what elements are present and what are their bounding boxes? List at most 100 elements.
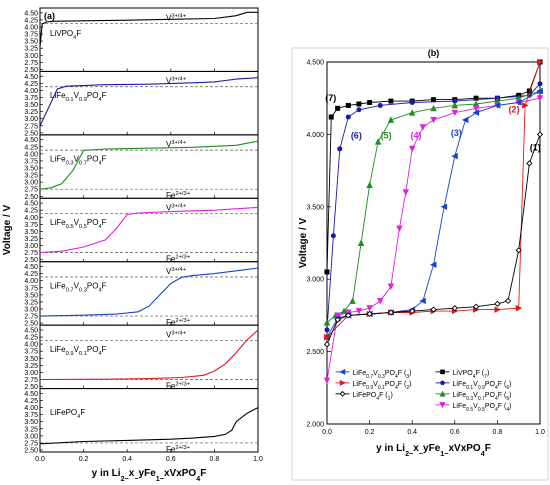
y-tick-label: 2.500	[306, 349, 324, 356]
marker-diamond	[504, 297, 512, 305]
y-tick-label: 3.50	[24, 419, 38, 426]
marker-square	[335, 105, 341, 111]
text-segment: 4	[473, 374, 476, 380]
y-tick-label: 4.25	[24, 208, 38, 215]
reference-label: Fe2+/3+	[166, 255, 191, 264]
text-segment: F	[102, 218, 107, 227]
subplot-3: 2.502.753.003.253.503.754.004.254.50 V3+/…	[24, 134, 259, 201]
y-tick-label: 4.000	[306, 132, 324, 139]
x-tick-label: 1.0	[253, 456, 263, 463]
y-tick-label: 2.75	[24, 250, 38, 257]
y-tick-label: 4.50	[24, 137, 38, 144]
text-segment: yFe	[139, 468, 157, 479]
text-segment: 3+/4+	[171, 267, 186, 273]
text-segment: 4	[395, 374, 398, 380]
reference-label: V3+/4+	[166, 77, 187, 86]
y-tick-label: 3.25	[24, 363, 38, 370]
y-tick-label: 4.25	[24, 17, 38, 24]
legend-label: LiFePO4F (1)	[353, 392, 393, 402]
marker-right-triangle	[522, 102, 529, 109]
text-segment: 4	[495, 385, 498, 391]
text-segment: )	[390, 392, 392, 399]
reference-label: V3+/4+	[166, 13, 187, 22]
reference-label: V3+/4+	[166, 204, 187, 213]
text-segment: 0.7	[366, 374, 373, 380]
text-segment: F (	[498, 381, 507, 388]
text-segment: 0.7	[79, 160, 87, 166]
text-segment: V	[373, 370, 378, 377]
marker-right-triangle	[515, 304, 523, 312]
text-segment: x	[129, 468, 135, 479]
marker-down-triangle	[408, 145, 416, 153]
text-segment: V	[74, 91, 80, 100]
series-label: LiFe0.7V0.3PO4F	[50, 281, 107, 293]
marker-left-triangle	[536, 87, 543, 95]
y-tick-label: 2.75	[24, 377, 38, 384]
legend-label: LiFe0.3V0.7PO4F (5)	[453, 392, 512, 402]
y-tick-label: 3.00	[24, 433, 38, 440]
text-segment: 3+/4+	[171, 330, 186, 336]
y-tick-label: 3.50	[24, 356, 38, 363]
text-segment: 0.1	[378, 385, 385, 391]
text-segment: PO	[385, 381, 396, 388]
y-tick-label: 3.50	[24, 165, 38, 172]
y-tick-label: 2.50	[24, 321, 38, 328]
legend-label: LiFe0.1V0.9PO4F (6)	[453, 381, 512, 391]
text-segment: 0.7	[66, 287, 74, 293]
marker-up-triangle	[349, 297, 356, 304]
y-tick-label: 3.00	[24, 180, 38, 187]
text-segment: LiFe	[353, 381, 367, 388]
y-tick-label: 4.25	[24, 271, 38, 278]
marker-down-triangle	[472, 105, 480, 112]
marker-up-triangle	[387, 116, 395, 123]
y-tick-label: 4.00	[24, 24, 38, 31]
marker-down-triangle	[396, 225, 403, 233]
text-segment: 3+/4+	[171, 13, 186, 19]
text-segment: F	[102, 345, 107, 354]
text-segment: LiFe	[353, 370, 367, 377]
reference-label: Fe2+/3+	[166, 381, 191, 390]
marker-diamond	[323, 341, 331, 348]
marker-down-triangle	[323, 377, 331, 385]
text-segment: −	[419, 449, 423, 458]
text-segment: PO	[485, 403, 496, 410]
marker-diamond	[536, 131, 544, 138]
text-segment: 0.3	[79, 287, 87, 293]
text-segment: LiFePO	[353, 392, 377, 399]
text-segment: 4	[506, 407, 509, 413]
y-tick-label: 4.00	[24, 342, 38, 349]
subplot-1: 2.502.753.003.253.503.754.004.254.50 V3+/…	[24, 7, 259, 74]
marker-square	[367, 100, 373, 106]
marker-down-triangle	[355, 308, 363, 315]
y-tick-label: 2.75	[24, 123, 38, 130]
y-tick-label: 3.75	[24, 412, 38, 419]
marker-down-triangle	[334, 312, 341, 319]
text-segment: Fe	[166, 381, 176, 390]
text-segment: 0.7	[478, 396, 485, 402]
y-tick-label: 2.50	[24, 194, 38, 201]
text-segment: 0.5	[66, 224, 74, 230]
subplot-4: 2.502.753.003.253.503.754.004.254.50 V3+/…	[24, 197, 259, 264]
series-curve	[39, 11, 258, 47]
y-tick-label: 2.50	[24, 130, 38, 137]
series-tag: (5)	[381, 131, 392, 141]
y-tick-label: 2.50	[24, 67, 38, 74]
text-segment: LiFe	[50, 218, 66, 227]
y-tick-label: 4.25	[24, 335, 38, 342]
text-segment: V	[74, 154, 80, 163]
text-segment: yFe	[423, 443, 441, 454]
marker-down-triangle	[387, 283, 395, 290]
text-segment: 6	[506, 385, 509, 391]
text-segment: 1−	[156, 474, 164, 483]
marker-diamond	[515, 247, 522, 254]
text-segment: 1	[388, 396, 391, 402]
y-tick-label: 4.50	[24, 327, 38, 334]
series-5: (5)	[323, 87, 544, 326]
text-segment: PO	[87, 345, 99, 354]
text-segment: 0.9	[366, 385, 373, 391]
text-segment: V	[373, 381, 378, 388]
text-segment: 4	[495, 396, 498, 402]
text-segment: 4	[98, 287, 102, 293]
text-segment: PO	[87, 218, 99, 227]
text-segment: PO	[385, 370, 396, 377]
